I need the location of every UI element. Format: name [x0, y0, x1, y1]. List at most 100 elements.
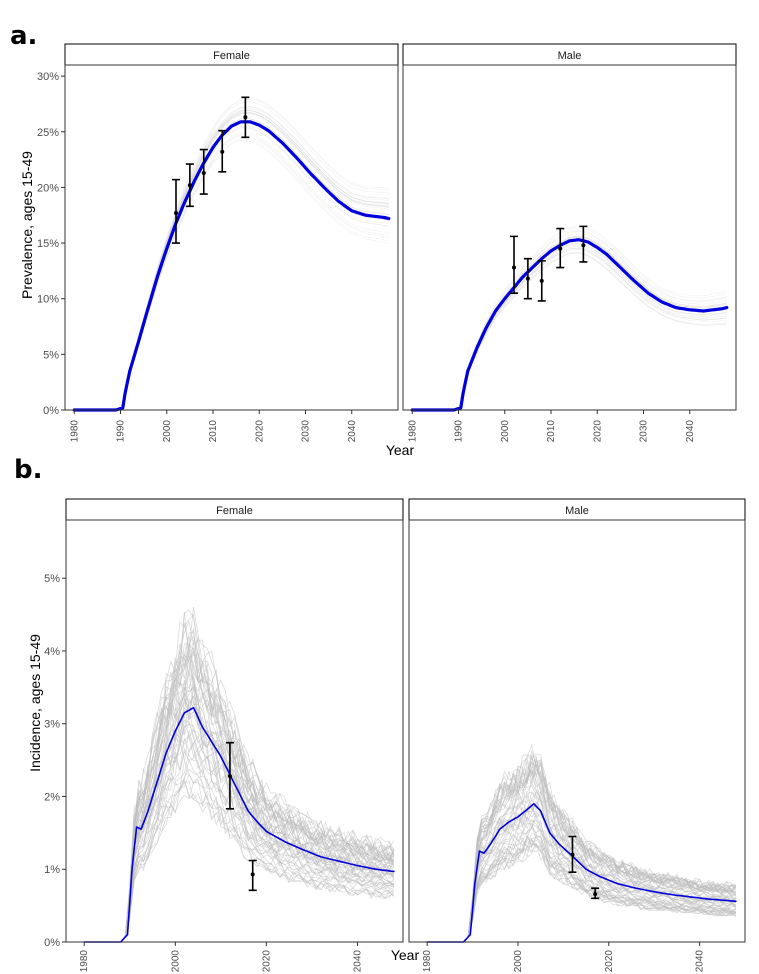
draw-line: [84, 773, 395, 943]
y-tick-label: 20%: [37, 182, 59, 194]
x-tick-label: 2000: [162, 420, 173, 443]
x-tick-label: 1990: [116, 420, 127, 443]
panel-label-b: b.: [14, 455, 43, 485]
y-axis-title: Prevalence, ages 15-49: [19, 151, 35, 299]
draw-line: [412, 252, 727, 411]
draw-line: [74, 132, 389, 411]
y-tick-label: 5%: [43, 349, 59, 361]
draw-line: [412, 242, 727, 411]
panel-label-a: a.: [10, 21, 37, 51]
draw-line: [427, 755, 736, 943]
y-tick-label: 25%: [37, 127, 59, 139]
draw-line: [412, 252, 727, 411]
draw-line: [412, 235, 727, 411]
draw-line: [427, 808, 737, 943]
x-tick-label: 2000: [513, 950, 524, 973]
draw-line: [74, 98, 389, 411]
draw-line: [427, 790, 737, 943]
draw-line: [412, 240, 727, 411]
draw-line: [84, 730, 394, 943]
x-tick-label: 1980: [422, 950, 433, 973]
draw-line: [84, 692, 395, 943]
y-tick-label: 2%: [44, 791, 60, 803]
draw-line: [427, 816, 737, 943]
observation-point: [525, 276, 530, 281]
x-tick-label: 1990: [454, 420, 465, 443]
draw-line: [74, 127, 389, 411]
plot-frame-male: [402, 64, 737, 411]
draw-line: [84, 780, 395, 943]
facet-title-male: Male: [558, 50, 582, 62]
draw-line: [84, 643, 395, 943]
y-tick-label: 5%: [44, 573, 60, 585]
draw-line: [74, 111, 389, 411]
y-tick-label: 4%: [44, 646, 60, 658]
ensemble-draws-male: [412, 225, 727, 411]
draw-line: [412, 247, 727, 411]
x-tick-label: 2040: [695, 950, 706, 973]
draw-line: [427, 784, 737, 943]
draw-line: [412, 239, 727, 411]
draw-line: [412, 243, 727, 411]
draw-line: [412, 245, 727, 411]
draw-line: [74, 112, 389, 411]
plot-frame-male: [408, 519, 746, 943]
y-tick-label: 10%: [37, 294, 59, 306]
observation-point: [581, 243, 586, 248]
draw-line: [74, 127, 389, 411]
draw-line: [412, 236, 727, 411]
y-axis-title: Incidence, ages 15-49: [27, 634, 43, 772]
x-tick-label: 2000: [500, 420, 511, 443]
observation-point: [220, 149, 225, 154]
main-series-line-male: [410, 238, 729, 412]
x-axis-title: Year: [386, 442, 415, 458]
draw-line: [412, 227, 727, 411]
draw-line: [84, 650, 395, 943]
ensemble-draws-male: [427, 743, 737, 943]
ensemble-draws-female: [74, 97, 389, 411]
draw-line: [74, 138, 389, 411]
observation-point: [512, 265, 516, 270]
draw-line: [74, 135, 389, 411]
draw-line: [412, 236, 727, 411]
draw-line: [427, 769, 737, 943]
draw-line: [74, 114, 389, 411]
x-tick-label: 2010: [546, 420, 557, 443]
y-tick-label: 0%: [43, 405, 59, 417]
draw-line: [74, 109, 389, 411]
draw-line: [74, 122, 389, 411]
draw-line: [412, 243, 727, 411]
observation-point: [227, 774, 232, 779]
x-tick-label: 2030: [301, 420, 312, 443]
x-tick-label: 2020: [592, 420, 603, 443]
draw-line: [84, 745, 395, 943]
draw-line: [74, 109, 389, 411]
x-tick-label: 1980: [69, 420, 80, 443]
draw-line: [74, 101, 389, 411]
x-tick-label: 2040: [352, 950, 363, 973]
x-tick-label: 2040: [347, 420, 358, 443]
draw-line: [427, 823, 736, 943]
draw-line: [427, 837, 737, 943]
observation-point: [593, 891, 598, 896]
observation-point: [539, 278, 544, 283]
draw-line: [74, 118, 389, 411]
x-axis-title: Year: [391, 947, 420, 963]
draw-line: [412, 244, 727, 411]
observation-point: [570, 852, 575, 857]
facet-title-female: Female: [213, 50, 250, 62]
draw-line: [84, 654, 394, 943]
x-tick-label: 1980: [407, 420, 418, 443]
x-tick-label: 2030: [639, 420, 650, 443]
x-tick-label: 2020: [604, 950, 615, 973]
draw-line: [412, 236, 727, 411]
y-tick-label: 3%: [44, 719, 60, 731]
draw-line: [74, 107, 389, 411]
y-tick-label: 30%: [37, 71, 59, 83]
draw-line: [74, 97, 389, 411]
observation-point: [250, 872, 255, 877]
draw-line: [74, 112, 389, 411]
main-series-line-male: [426, 802, 737, 943]
draw-line: [412, 249, 727, 411]
